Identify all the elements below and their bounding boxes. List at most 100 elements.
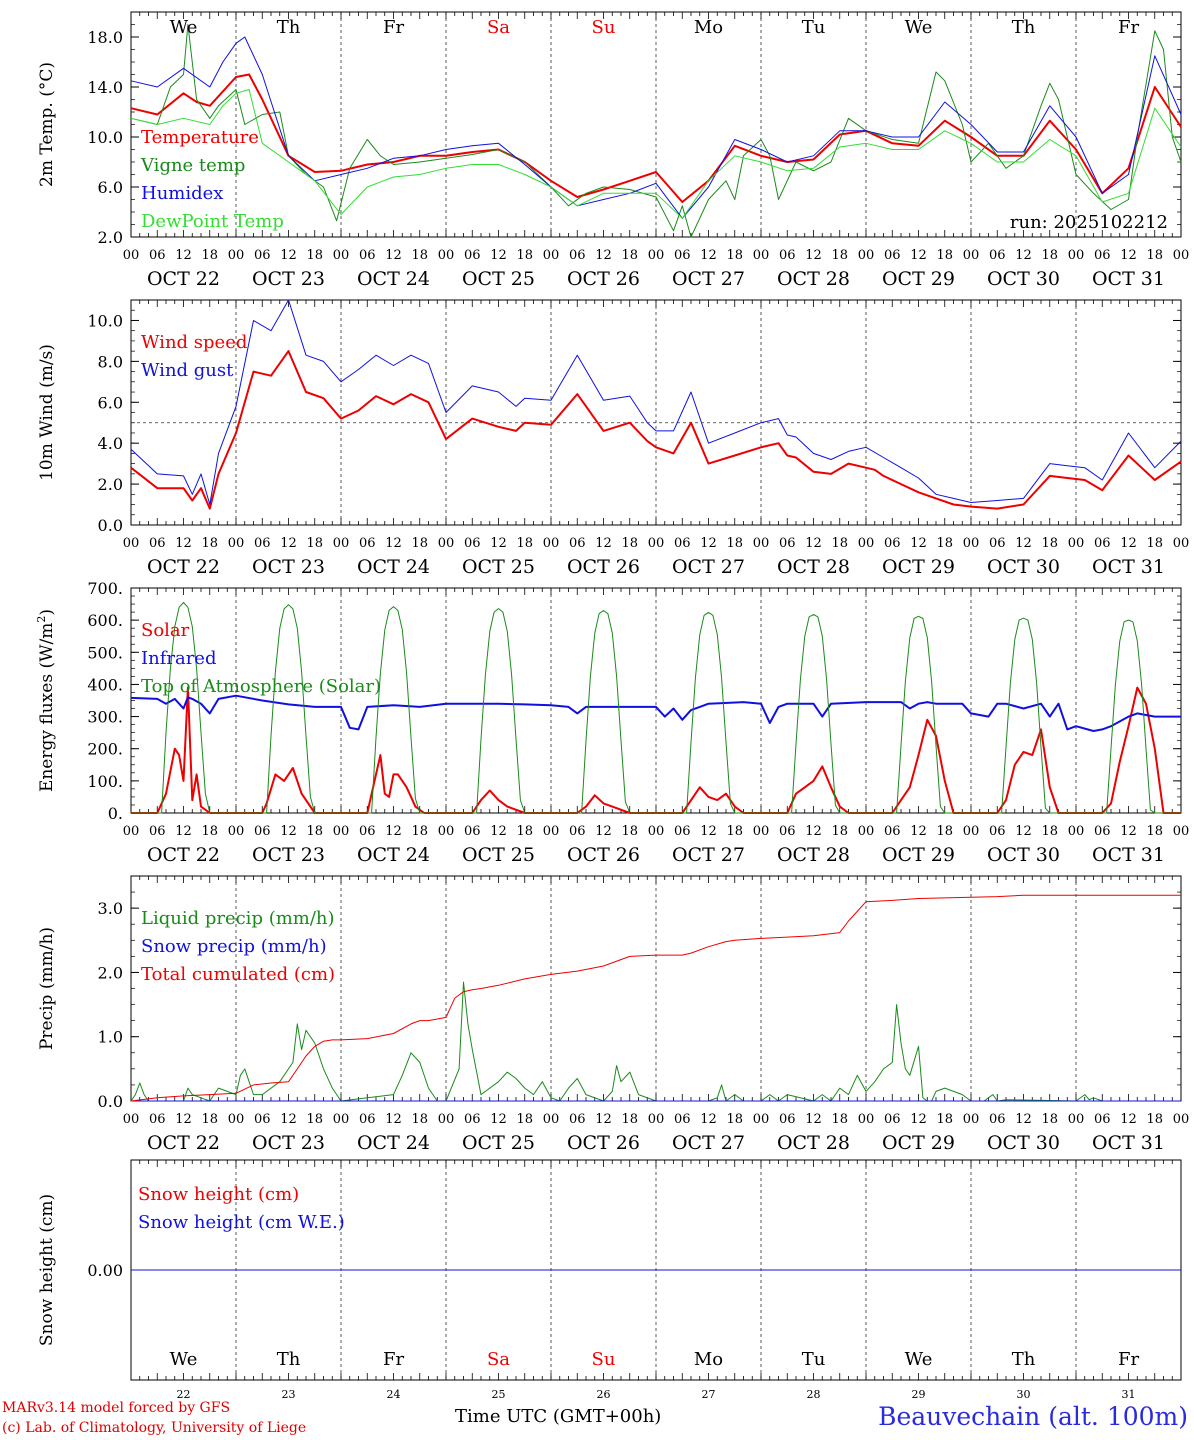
date-label: OCT 25 — [462, 1132, 535, 1154]
hour-tick-label: 06 — [779, 1112, 796, 1127]
hour-tick-label: 06 — [359, 248, 376, 263]
station-name: Beauvechain (alt. 100m) — [878, 1402, 1188, 1431]
hour-tick-label: 12 — [280, 1112, 297, 1127]
hour-tick-label: 00 — [333, 248, 350, 263]
date-label: OCT 26 — [567, 268, 640, 290]
date-label: OCT 27 — [672, 556, 745, 578]
day-of-month-label: 24 — [387, 1388, 401, 1401]
date-label: OCT 27 — [672, 1132, 745, 1154]
hour-tick-label: 18 — [1146, 1112, 1163, 1127]
date-label: OCT 31 — [1092, 556, 1165, 578]
hour-tick-label: 12 — [910, 536, 927, 551]
day-of-month-label: 27 — [702, 1388, 716, 1401]
day-of-month-label: 23 — [282, 1388, 296, 1401]
hour-tick-label: 12 — [1120, 1112, 1137, 1127]
hour-tick-label: 00 — [963, 248, 980, 263]
day-of-week-label: Fr — [1118, 1349, 1139, 1370]
hour-tick-label: 18 — [516, 248, 533, 263]
hour-tick-label: 06 — [254, 536, 271, 551]
date-label: OCT 24 — [357, 268, 430, 290]
panel-frame-1 — [130, 11, 1182, 238]
y-tick-label: 6.0 — [98, 178, 123, 197]
series-line-dewpoint-temp — [130, 89, 1182, 219]
day-of-week-label: Mo — [694, 1349, 723, 1370]
hour-tick-label: 18 — [726, 248, 743, 263]
hour-tick-label: 06 — [569, 536, 586, 551]
hour-tick-label: 00 — [228, 824, 245, 839]
hour-tick-label: 06 — [674, 824, 691, 839]
credit-line-2: (c) Lab. of Climatology, University of L… — [2, 1420, 307, 1436]
hour-tick-label: 18 — [1146, 248, 1163, 263]
hour-tick-label: 00 — [858, 824, 875, 839]
hour-tick-label: 12 — [805, 824, 822, 839]
day-of-month-label: 28 — [807, 1388, 821, 1401]
hour-tick-label: 18 — [936, 824, 953, 839]
hour-tick-label: 06 — [674, 536, 691, 551]
date-label: OCT 30 — [987, 556, 1060, 578]
hour-tick-label: 06 — [1094, 536, 1111, 551]
hour-tick-label: 12 — [700, 1112, 717, 1127]
hour-tick-label-final: 00 — [1173, 824, 1190, 839]
hour-tick-label: 12 — [910, 824, 927, 839]
hour-tick-label: 06 — [149, 536, 166, 551]
hour-tick-label: 12 — [805, 1112, 822, 1127]
day-of-month-label: 26 — [597, 1388, 611, 1401]
day-of-week-label: Tu — [802, 1349, 826, 1370]
hour-tick-label: 00 — [543, 824, 560, 839]
hour-tick-label: 18 — [411, 248, 428, 263]
hour-tick-label: 06 — [884, 1112, 901, 1127]
hour-tick-label: 00 — [333, 1112, 350, 1127]
day-of-month-label: 29 — [912, 1388, 926, 1401]
y-tick-label: 500. — [87, 643, 123, 662]
hour-tick-label: 18 — [831, 248, 848, 263]
date-label: OCT 22 — [147, 268, 220, 290]
hour-tick-label: 00 — [333, 536, 350, 551]
y-tick-label: 100. — [87, 772, 123, 791]
hour-tick-label: 12 — [175, 824, 192, 839]
hour-tick-label: 06 — [779, 536, 796, 551]
hour-tick-label: 12 — [805, 248, 822, 263]
day-of-week-label: Sa — [487, 1349, 510, 1370]
date-label: OCT 22 — [147, 556, 220, 578]
hour-tick-label: 00 — [333, 824, 350, 839]
day-of-month-label: 25 — [492, 1388, 506, 1401]
hour-tick-label: 00 — [858, 1112, 875, 1127]
hour-tick-label: 06 — [359, 1112, 376, 1127]
date-label: OCT 26 — [567, 844, 640, 866]
date-label: OCT 28 — [777, 268, 850, 290]
hour-tick-label: 06 — [149, 1112, 166, 1127]
series-line-wind-gust — [130, 299, 1182, 505]
hour-tick-label: 00 — [123, 536, 140, 551]
hour-tick-label: 12 — [1015, 1112, 1032, 1127]
hour-tick-label: 06 — [254, 824, 271, 839]
date-label: OCT 26 — [567, 556, 640, 578]
hour-tick-label: 18 — [306, 1112, 323, 1127]
y-axis-label: Energy fluxes (W/m2) — [35, 609, 57, 792]
y-tick-label: 0.0 — [98, 1092, 123, 1111]
hour-tick-label: 18 — [306, 248, 323, 263]
hour-tick-label: 18 — [201, 824, 218, 839]
date-label: OCT 29 — [882, 268, 955, 290]
day-of-week-label: We — [905, 17, 933, 38]
hour-tick-label: 18 — [516, 1112, 533, 1127]
y-tick-label: 14.0 — [87, 78, 123, 97]
y-tick-label: 10.0 — [87, 311, 123, 330]
hour-tick-label: 00 — [648, 536, 665, 551]
hour-tick-label: 18 — [936, 1112, 953, 1127]
date-label: OCT 24 — [357, 1132, 430, 1154]
date-label: OCT 31 — [1092, 844, 1165, 866]
hour-tick-label: 00 — [543, 248, 560, 263]
hour-tick-label: 00 — [543, 536, 560, 551]
hour-tick-label: 18 — [306, 824, 323, 839]
hour-tick-label: 18 — [936, 248, 953, 263]
day-of-week-label: Su — [592, 1349, 616, 1370]
hour-tick-label: 12 — [595, 536, 612, 551]
date-label: OCT 30 — [987, 268, 1060, 290]
hour-tick-label: 12 — [490, 536, 507, 551]
date-label: OCT 27 — [672, 268, 745, 290]
hour-tick-label: 12 — [595, 1112, 612, 1127]
hour-tick-label: 12 — [490, 1112, 507, 1127]
date-label: OCT 29 — [882, 556, 955, 578]
hour-tick-label: 12 — [385, 1112, 402, 1127]
